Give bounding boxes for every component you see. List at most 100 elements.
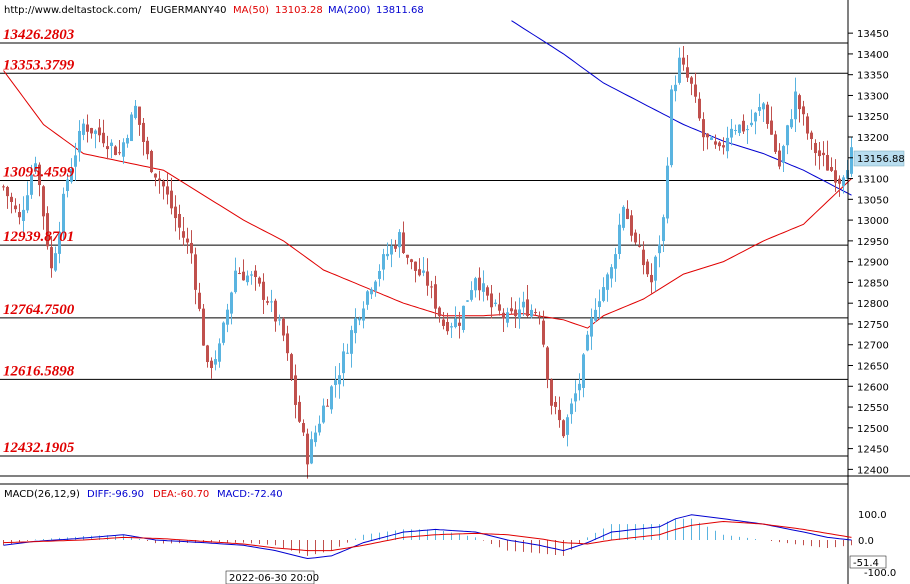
candle[interactable] xyxy=(658,235,661,268)
candle[interactable] xyxy=(50,236,53,278)
candle[interactable] xyxy=(650,263,653,294)
candle[interactable] xyxy=(738,124,741,137)
candle[interactable] xyxy=(38,162,41,197)
candle[interactable] xyxy=(422,256,425,277)
candle[interactable] xyxy=(274,298,277,332)
candle[interactable] xyxy=(194,247,197,305)
candle[interactable] xyxy=(30,164,33,199)
candle[interactable] xyxy=(582,353,585,398)
candle[interactable] xyxy=(474,276,477,298)
candle[interactable] xyxy=(522,291,525,317)
candle[interactable] xyxy=(638,233,641,248)
candle[interactable] xyxy=(546,346,549,389)
candle[interactable] xyxy=(498,292,501,316)
candle[interactable] xyxy=(198,282,201,312)
candle[interactable] xyxy=(626,200,629,220)
candle[interactable] xyxy=(562,419,565,438)
candle[interactable] xyxy=(406,254,409,265)
candle[interactable] xyxy=(378,264,381,287)
candle[interactable] xyxy=(838,175,841,197)
candle[interactable] xyxy=(262,273,265,314)
candle[interactable] xyxy=(674,75,677,102)
candle[interactable] xyxy=(318,415,321,436)
candle[interactable] xyxy=(558,396,561,428)
candle[interactable] xyxy=(2,184,5,191)
candle[interactable] xyxy=(442,311,445,330)
candle[interactable] xyxy=(702,112,705,151)
candle[interactable] xyxy=(798,93,801,123)
candle[interactable] xyxy=(814,139,817,166)
candle[interactable] xyxy=(610,264,613,288)
candle[interactable] xyxy=(102,119,105,148)
candle[interactable] xyxy=(42,185,45,230)
candle[interactable] xyxy=(390,239,393,268)
candle[interactable] xyxy=(350,325,353,368)
candle[interactable] xyxy=(338,362,341,399)
candle[interactable] xyxy=(458,311,461,339)
candle[interactable] xyxy=(566,414,569,447)
candle[interactable] xyxy=(842,175,845,194)
candle[interactable] xyxy=(310,431,313,465)
candle[interactable] xyxy=(202,304,205,346)
candle[interactable] xyxy=(666,157,669,224)
candle[interactable] xyxy=(502,308,505,332)
candle[interactable] xyxy=(366,290,369,310)
candle[interactable] xyxy=(598,289,601,319)
candle[interactable] xyxy=(518,297,521,329)
candle[interactable] xyxy=(478,267,481,301)
candle[interactable] xyxy=(434,275,437,318)
candle[interactable] xyxy=(454,306,457,329)
candle[interactable] xyxy=(226,303,229,333)
candle[interactable] xyxy=(62,187,65,241)
candle[interactable] xyxy=(282,317,285,342)
candle[interactable] xyxy=(590,308,593,350)
candle[interactable] xyxy=(766,101,769,129)
candle[interactable] xyxy=(762,101,765,123)
candle[interactable] xyxy=(578,373,581,401)
candle[interactable] xyxy=(486,285,489,301)
candle[interactable] xyxy=(630,210,633,242)
candle[interactable] xyxy=(342,343,345,387)
candle[interactable] xyxy=(470,281,473,302)
candle[interactable] xyxy=(622,205,625,231)
candle[interactable] xyxy=(258,276,261,287)
candle[interactable] xyxy=(618,213,621,260)
candle[interactable] xyxy=(54,246,57,272)
candle[interactable] xyxy=(234,257,237,294)
candle[interactable] xyxy=(302,419,305,436)
candle[interactable] xyxy=(754,111,757,135)
candle[interactable] xyxy=(426,258,429,296)
candle[interactable] xyxy=(130,112,133,142)
candle[interactable] xyxy=(574,380,577,412)
candle[interactable] xyxy=(602,277,605,303)
candle[interactable] xyxy=(694,72,697,103)
candle[interactable] xyxy=(190,230,193,264)
candle[interactable] xyxy=(802,100,805,126)
candle[interactable] xyxy=(554,396,557,415)
candle[interactable] xyxy=(410,258,413,270)
candle[interactable] xyxy=(326,399,329,407)
candle[interactable] xyxy=(114,145,117,156)
candle[interactable] xyxy=(90,127,93,139)
candle[interactable] xyxy=(402,221,405,254)
candle[interactable] xyxy=(386,242,389,260)
candle[interactable] xyxy=(290,352,293,381)
candle[interactable] xyxy=(810,130,813,150)
candle[interactable] xyxy=(66,173,69,198)
candle[interactable] xyxy=(430,280,433,299)
candle[interactable] xyxy=(514,301,517,328)
candle[interactable] xyxy=(506,307,509,328)
candle[interactable] xyxy=(774,130,777,155)
candle[interactable] xyxy=(134,100,137,120)
candle[interactable] xyxy=(58,221,61,264)
candle[interactable] xyxy=(770,106,773,135)
candle[interactable] xyxy=(586,330,589,352)
candle[interactable] xyxy=(690,75,693,96)
candle[interactable] xyxy=(186,227,189,254)
candle[interactable] xyxy=(182,217,185,246)
candle[interactable] xyxy=(170,177,173,215)
candle[interactable] xyxy=(682,46,685,71)
candle[interactable] xyxy=(530,304,533,319)
candle[interactable] xyxy=(166,173,169,205)
candle[interactable] xyxy=(614,247,617,282)
